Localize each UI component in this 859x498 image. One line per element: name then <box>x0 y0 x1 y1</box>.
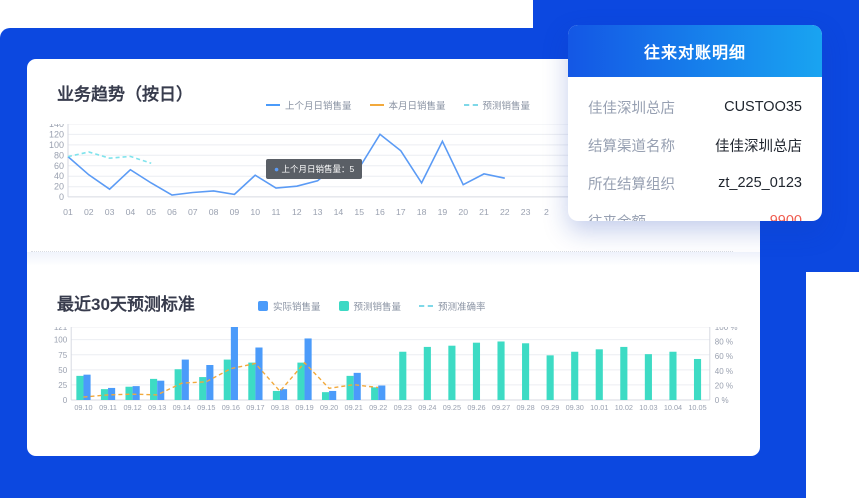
svg-text:15: 15 <box>354 207 364 217</box>
svg-text:09.27: 09.27 <box>492 403 510 412</box>
svg-text:10.03: 10.03 <box>639 403 657 412</box>
svg-text:09.17: 09.17 <box>246 403 264 412</box>
svg-text:16: 16 <box>375 207 385 217</box>
svg-text:01: 01 <box>63 207 73 217</box>
svg-text:13: 13 <box>313 207 323 217</box>
svg-text:20: 20 <box>458 207 468 217</box>
svg-text:09.25: 09.25 <box>443 403 461 412</box>
svg-text:50: 50 <box>58 366 67 375</box>
svg-text:10.04: 10.04 <box>664 403 682 412</box>
svg-text:2: 2 <box>544 207 549 217</box>
svg-text:09.23: 09.23 <box>394 403 412 412</box>
svg-text:40 %: 40 % <box>715 367 733 376</box>
svg-text:09.13: 09.13 <box>148 403 166 412</box>
svg-text:02: 02 <box>84 207 94 217</box>
svg-text:20: 20 <box>54 182 64 192</box>
svg-text:60: 60 <box>54 161 64 171</box>
svg-text:80 %: 80 % <box>715 338 733 347</box>
svg-text:09.11: 09.11 <box>99 403 117 412</box>
svg-text:10.01: 10.01 <box>590 403 608 412</box>
svg-text:09.16: 09.16 <box>222 403 240 412</box>
svg-text:100: 100 <box>49 140 64 150</box>
svg-text:03: 03 <box>105 207 115 217</box>
svg-text:100: 100 <box>54 336 68 345</box>
svg-text:09.20: 09.20 <box>320 403 338 412</box>
svg-text:100 %: 100 % <box>715 327 738 332</box>
svg-text:07: 07 <box>188 207 198 217</box>
svg-text:12: 12 <box>292 207 302 217</box>
svg-text:75: 75 <box>58 351 67 360</box>
svg-text:09.14: 09.14 <box>173 403 191 412</box>
svg-text:06: 06 <box>167 207 177 217</box>
svg-text:09.19: 09.19 <box>295 403 313 412</box>
svg-text:09.10: 09.10 <box>74 403 92 412</box>
svg-text:10: 10 <box>250 207 260 217</box>
svg-text:19: 19 <box>438 207 448 217</box>
svg-text:17: 17 <box>396 207 406 217</box>
svg-text:09.12: 09.12 <box>123 403 141 412</box>
svg-text:09.18: 09.18 <box>271 403 289 412</box>
svg-text:121: 121 <box>54 327 68 332</box>
svg-text:09.21: 09.21 <box>345 403 363 412</box>
svg-text:23: 23 <box>521 207 531 217</box>
svg-text:09.15: 09.15 <box>197 403 215 412</box>
svg-text:140: 140 <box>49 124 64 129</box>
svg-text:09: 09 <box>230 207 240 217</box>
svg-text:09.30: 09.30 <box>566 403 584 412</box>
svg-text:80: 80 <box>54 150 64 160</box>
svg-text:25: 25 <box>58 381 67 390</box>
svg-text:20 %: 20 % <box>715 381 733 390</box>
svg-text:22: 22 <box>500 207 510 217</box>
svg-text:10.02: 10.02 <box>615 403 633 412</box>
svg-text:60 %: 60 % <box>715 352 733 361</box>
svg-text:09.28: 09.28 <box>516 403 534 412</box>
svg-text:120: 120 <box>49 129 64 139</box>
svg-text:0 %: 0 % <box>715 396 729 405</box>
svg-text:21: 21 <box>479 207 489 217</box>
svg-text:08: 08 <box>209 207 219 217</box>
svg-text:40: 40 <box>54 171 64 181</box>
svg-text:04: 04 <box>126 207 136 217</box>
svg-text:09.29: 09.29 <box>541 403 559 412</box>
svg-text:11: 11 <box>271 207 280 217</box>
svg-text:14: 14 <box>334 207 344 217</box>
svg-text:09.26: 09.26 <box>467 403 485 412</box>
svg-text:09.24: 09.24 <box>418 403 436 412</box>
svg-text:18: 18 <box>417 207 427 217</box>
svg-text:10.05: 10.05 <box>688 403 706 412</box>
svg-text:0: 0 <box>59 192 64 202</box>
svg-text:0: 0 <box>63 396 68 405</box>
svg-text:09.22: 09.22 <box>369 403 387 412</box>
svg-text:05: 05 <box>146 207 156 217</box>
